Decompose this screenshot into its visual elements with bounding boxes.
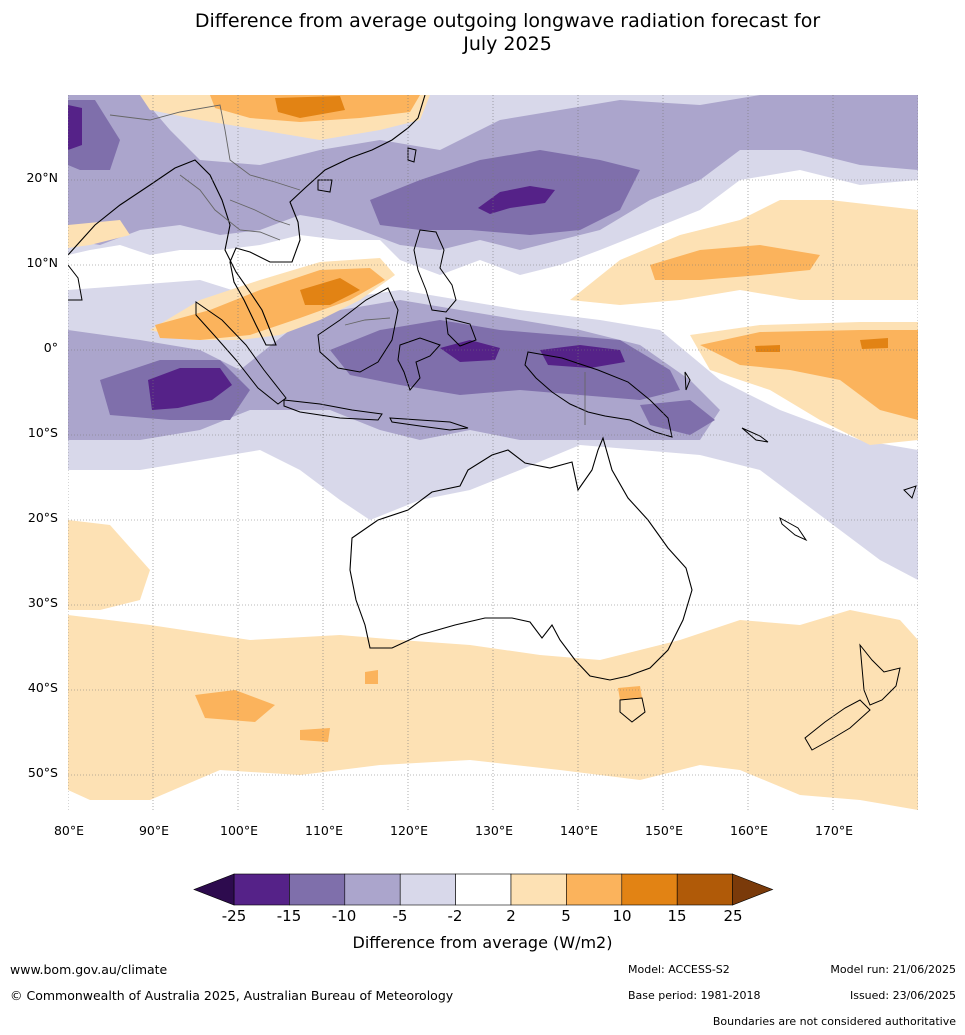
borneo-coastline bbox=[317, 287, 399, 373]
anomaly-region-positive-moderate bbox=[618, 686, 642, 700]
philippines-coastline bbox=[413, 229, 457, 313]
country-boundary bbox=[344, 317, 391, 326]
colorbar-tick-label: 25 bbox=[723, 907, 743, 925]
pacific-islands bbox=[779, 516, 808, 542]
pacific-islands bbox=[903, 485, 917, 499]
colorbar-tick-label: -5 bbox=[392, 907, 408, 925]
anomaly-region-positive-strong bbox=[275, 96, 345, 118]
anomaly-region-positive-strong bbox=[300, 278, 360, 305]
anomaly-region-negative-extreme bbox=[440, 340, 500, 362]
lat-label: 20°S bbox=[27, 510, 58, 525]
base-period-text: Base period: 1981-2018 bbox=[628, 989, 761, 1002]
anomaly-region-positive-strong bbox=[860, 338, 888, 349]
map-title-line1: Difference from average outgoing longwav… bbox=[194, 10, 821, 32]
lesser-sunda-islands bbox=[389, 417, 469, 431]
lon-label: 100°E bbox=[219, 823, 259, 838]
colorbar-tick-label: 5 bbox=[561, 907, 571, 925]
country-boundary bbox=[109, 104, 301, 191]
anomaly-region-positive-moderate bbox=[365, 670, 378, 684]
colorbar-title: Difference from average (W/m2) bbox=[352, 933, 613, 952]
country-boundary bbox=[229, 199, 291, 226]
lon-label: 90°E bbox=[138, 823, 170, 838]
lat-label: 30°S bbox=[27, 595, 58, 610]
country-boundary bbox=[179, 174, 281, 241]
asia-coastline bbox=[68, 264, 83, 301]
new-zealand-coastline bbox=[804, 699, 871, 751]
disclaimer-text: Boundaries are not considered authoritat… bbox=[712, 1015, 956, 1028]
colorbar-tick-label: 15 bbox=[667, 907, 687, 925]
model-run-text: Model run: 21/06/2025 bbox=[830, 963, 956, 976]
lon-label: 110°E bbox=[304, 823, 344, 838]
map-title: Difference from average outgoing longwav… bbox=[0, 10, 965, 56]
hainan-coastline bbox=[317, 179, 333, 193]
model-text: Model: ACCESS-S2 bbox=[628, 963, 730, 976]
anomaly-region-positive-moderate bbox=[700, 330, 918, 420]
lon-label: 130°E bbox=[474, 823, 514, 838]
map-gridlines bbox=[68, 95, 918, 811]
anomaly-region-negative-extreme bbox=[148, 368, 232, 410]
australia-coastline bbox=[349, 436, 693, 681]
philippines-coastline bbox=[445, 317, 477, 347]
anomaly-region-positive-strong bbox=[755, 345, 780, 352]
lon-label: 80°E bbox=[53, 823, 85, 838]
map-title-line2: July 2025 bbox=[463, 33, 552, 55]
lat-label: 10°N bbox=[26, 255, 58, 270]
lon-label: 160°E bbox=[729, 823, 769, 838]
colorbar-tick-label: -15 bbox=[276, 907, 302, 925]
anomaly-region-negative-strong bbox=[330, 320, 680, 400]
colorbar-tick-label: -2 bbox=[447, 907, 463, 925]
anomaly-region-positive-moderate bbox=[195, 690, 275, 722]
lon-label: 170°E bbox=[814, 823, 854, 838]
new-zealand-coastline bbox=[859, 643, 901, 706]
colorbar-tick-label: 2 bbox=[506, 907, 516, 925]
lat-label: 50°S bbox=[27, 765, 58, 780]
copyright-text: © Commonwealth of Australia 2025, Austra… bbox=[10, 988, 454, 1003]
anomaly-region-negative-extreme bbox=[540, 345, 625, 368]
anomaly-region-positive-moderate bbox=[650, 245, 820, 280]
lon-label: 150°E bbox=[644, 823, 684, 838]
tasmania-coastline bbox=[619, 697, 646, 723]
lat-label: 40°S bbox=[27, 680, 58, 695]
colorbar-tick-label: -25 bbox=[221, 907, 247, 925]
pacific-islands bbox=[741, 427, 769, 443]
anomaly-region-positive-light bbox=[68, 520, 150, 610]
anomaly-region-negative-extreme bbox=[478, 186, 555, 214]
colorbar-tick-label: 10 bbox=[612, 907, 632, 925]
lat-label: 20°N bbox=[26, 170, 58, 185]
website-link[interactable]: www.bom.gov.au/climate bbox=[10, 962, 168, 977]
issued-text: Issued: 23/06/2025 bbox=[849, 989, 956, 1002]
new-guinea-coastline bbox=[524, 351, 673, 438]
anomaly-region-negative-extreme bbox=[68, 105, 82, 150]
sulawesi-coastline bbox=[397, 337, 441, 392]
sumatra-coastline bbox=[195, 301, 287, 405]
lon-label: 120°E bbox=[389, 823, 429, 838]
anomaly-region-positive-light bbox=[68, 220, 130, 248]
lat-label: 10°S bbox=[27, 425, 58, 440]
pacific-islands bbox=[684, 371, 691, 391]
colorbar-tick-label: -10 bbox=[331, 907, 357, 925]
anomaly-region-positive-moderate bbox=[300, 728, 330, 742]
asia-coastline bbox=[68, 95, 426, 346]
lon-label: 140°E bbox=[559, 823, 599, 838]
lat-label: 0° bbox=[43, 340, 58, 355]
java-coastline bbox=[283, 399, 383, 421]
